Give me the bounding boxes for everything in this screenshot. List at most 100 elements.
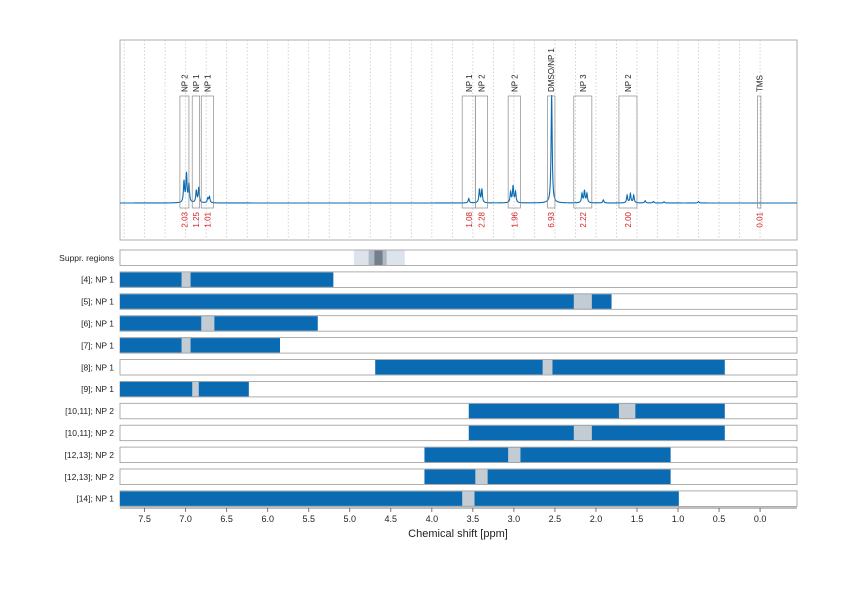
row-gap: [192, 381, 199, 397]
row-label: [12,13]; NP 2: [65, 472, 115, 482]
spectrum-frame: [119, 39, 798, 241]
region-label: NP 1: [203, 74, 212, 92]
region-7: NP 3 2.22: [573, 74, 593, 228]
row-label: [12,13]; NP 2: [65, 450, 115, 460]
region-5: NP 2 1.96: [507, 74, 521, 228]
row-gap: [181, 272, 191, 287]
suppression-row: Suppr. regions: [59, 249, 798, 266]
tick-label: 1.5: [631, 514, 644, 524]
row-2: [6]; NP 1: [81, 315, 798, 332]
region-integral: 0.01: [755, 211, 764, 227]
row-label: [14]; NP 1: [76, 494, 114, 504]
row-bar: [468, 425, 725, 441]
tick-label: 5.0: [344, 514, 357, 524]
region-integral: 2.22: [579, 211, 588, 227]
region-0: NP 2 2.03: [179, 74, 190, 228]
row-gap: [508, 447, 521, 463]
row-gap: [462, 491, 475, 506]
row-3: [7]; NP 1: [81, 337, 798, 354]
region-box: [547, 95, 556, 209]
region-label: NP 2: [477, 74, 486, 92]
region-4: NP 2 2.28: [474, 74, 488, 228]
tick-label: 1.0: [672, 514, 685, 524]
region-integral: 2.28: [477, 211, 486, 227]
spectrum-panel: [119, 39, 798, 241]
tick-label: 4.0: [426, 514, 439, 524]
tick-label: 0.0: [754, 514, 767, 524]
region-2: NP 1 1.01: [200, 74, 214, 228]
region-box: [618, 95, 638, 209]
row-gap: [573, 425, 592, 441]
row-label: [5]; NP 1: [81, 297, 114, 307]
region-integral: 2.03: [180, 211, 189, 227]
x-axis-label: Chemical shift [ppm]: [408, 528, 508, 540]
region-6: DMSO/NP 1 6.93: [547, 48, 556, 228]
region-9: TMS 0.01: [755, 75, 764, 227]
row-label: [4]; NP 1: [81, 275, 114, 285]
region-integral: 1.08: [465, 211, 474, 227]
row-label: [8]; NP 1: [81, 362, 114, 372]
tick-label: 6.5: [220, 514, 233, 524]
tick-label: 7.5: [138, 514, 151, 524]
x-axis: 7.5 7.0 6.5 6.0 5.5 5.0 4.5 4.0 3.5 3.0 2.5 2.0 1.5 1…: [120, 507, 797, 524]
region-label: DMSO/NP 1: [547, 48, 556, 92]
tick-label: 2.0: [590, 514, 603, 524]
row-gap: [201, 316, 215, 331]
row-bar: [120, 491, 679, 506]
region-integral: 1.96: [510, 211, 519, 227]
region-box: [191, 95, 200, 209]
region-integral: 1.01: [203, 211, 212, 227]
tick-label: 0.5: [713, 514, 726, 524]
row-label: [7]; NP 1: [81, 340, 114, 350]
row-gap: [542, 360, 553, 375]
tick-label: 2.5: [549, 514, 562, 524]
row-7: [10,11]; NP 2: [65, 424, 798, 442]
tick-label: 3.5: [467, 514, 480, 524]
row-8: [12,13]; NP 2: [65, 446, 798, 464]
row-9: [12,13]; NP 2: [65, 468, 798, 485]
region-integral: 6.93: [547, 211, 556, 227]
row-4: [8]; NP 1: [81, 359, 798, 376]
region-box: [757, 95, 762, 209]
region-1: NP 1 1.25: [191, 74, 201, 228]
row-10: [14]; NP 1: [76, 490, 798, 507]
row-bar: [424, 447, 671, 463]
row-gap: [618, 403, 636, 419]
spectrum-line: [120, 94, 797, 204]
region-label: NP 2: [510, 74, 519, 92]
region-8: NP 2 2.00: [618, 74, 638, 228]
row-bar: [424, 469, 671, 484]
row-bar: [468, 403, 725, 419]
region-label: NP 3: [579, 74, 588, 92]
region-box: [200, 95, 214, 209]
row-label: [10,11]; NP 2: [65, 406, 114, 416]
row-gap: [181, 338, 191, 353]
row-bar: [120, 338, 281, 353]
row-0: [4]; NP 1: [81, 271, 798, 288]
row-gap: [573, 294, 592, 309]
row-gap: [475, 469, 488, 484]
region-box: [507, 95, 521, 209]
region-label: NP 1: [465, 74, 474, 92]
row-label: [9]; NP 1: [81, 384, 114, 394]
region-label: NP 1: [192, 74, 201, 92]
tick-label: 3.0: [508, 514, 521, 524]
tick-label: 4.5: [385, 514, 398, 524]
row-label: Suppr. regions: [59, 253, 114, 263]
row-frame: [119, 249, 798, 266]
row-label: [10,11]; NP 2: [65, 428, 114, 438]
region-label: TMS: [755, 75, 764, 92]
suppression-core: [374, 250, 383, 265]
region-integral: 2.00: [624, 211, 633, 227]
tick-label: 6.0: [261, 514, 274, 524]
region-box: [573, 95, 593, 209]
region-box: [179, 95, 190, 209]
region-box: [474, 95, 488, 209]
row-5: [9]; NP 1: [81, 380, 798, 398]
row-label: [6]; NP 1: [81, 318, 114, 328]
row-bar: [120, 316, 318, 331]
row-6: [10,11]; NP 2: [65, 402, 798, 420]
tick-label: 7.0: [179, 514, 192, 524]
tick-label: 5.5: [302, 514, 315, 524]
